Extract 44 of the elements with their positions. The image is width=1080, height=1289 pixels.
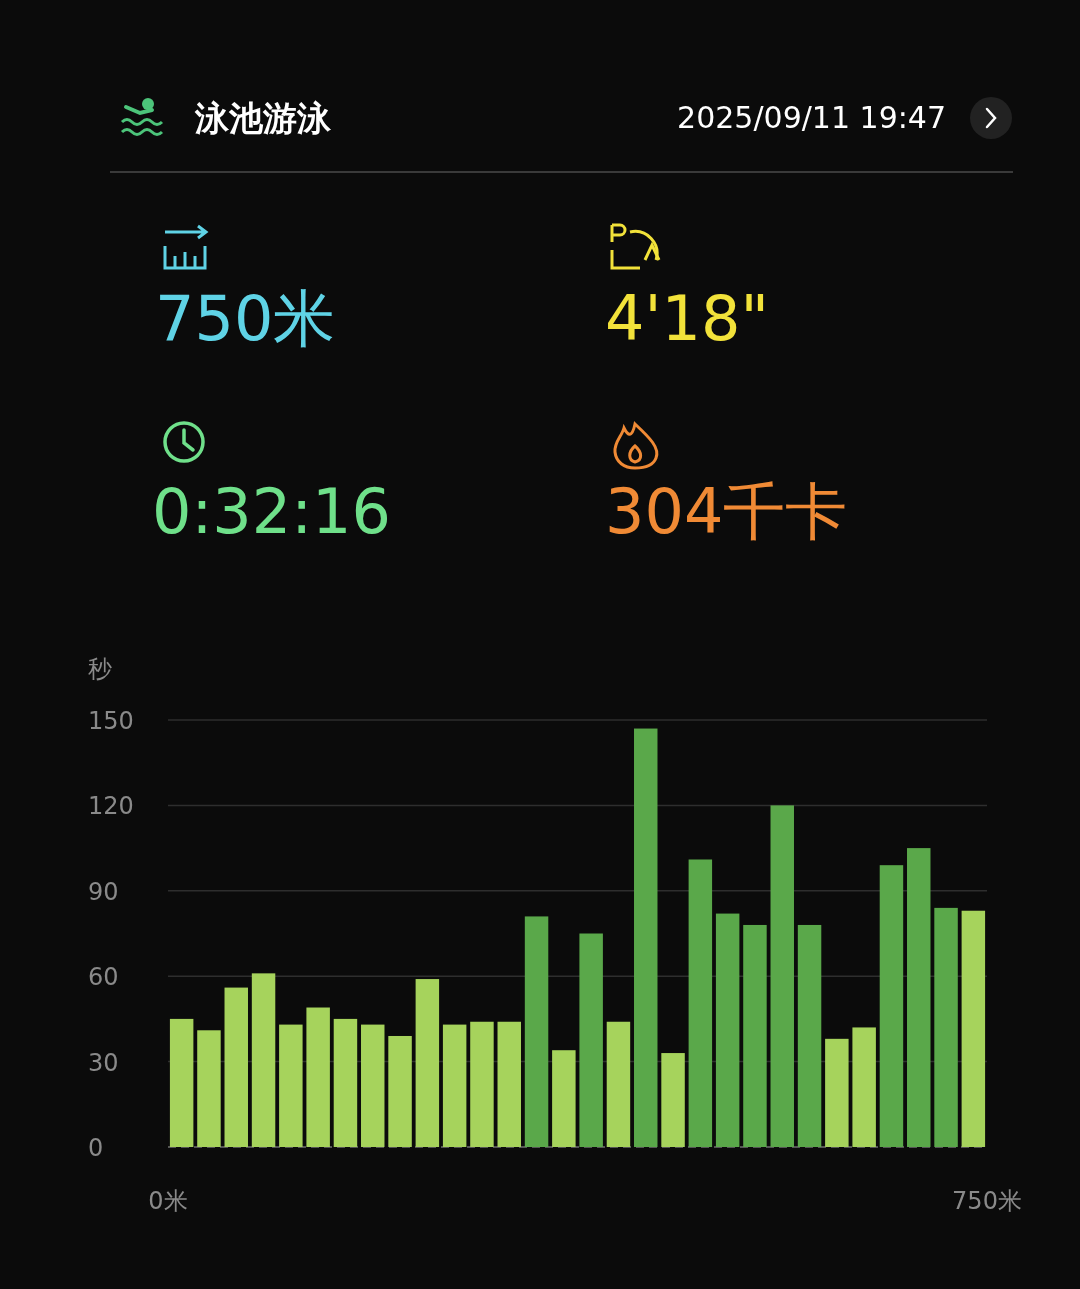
text: 0:32:16: [152, 475, 392, 548]
y-axis-title: 秒: [88, 655, 112, 683]
bar: [934, 907, 958, 1147]
bar: [333, 1018, 358, 1147]
bar: [825, 1038, 849, 1147]
y-tick-label: 0: [88, 1134, 104, 1162]
bar: [797, 924, 822, 1147]
bar: [552, 1050, 576, 1147]
bar: [497, 1021, 521, 1147]
bar: [688, 859, 713, 1147]
bar: [715, 913, 740, 1147]
bar: [197, 1030, 221, 1147]
bar: [524, 916, 549, 1147]
bar: [224, 987, 248, 1147]
bar: [770, 805, 794, 1147]
bar: [907, 848, 931, 1147]
bar: [251, 973, 276, 1147]
y-tick-label: 90: [88, 877, 119, 906]
bar: [169, 1018, 194, 1147]
bar: [961, 910, 986, 1147]
text: 304千卡: [605, 475, 848, 548]
bar: [579, 933, 603, 1147]
text: 750米: [155, 282, 336, 355]
bar: [470, 1021, 494, 1147]
bar: [634, 728, 658, 1147]
bar: [879, 865, 904, 1147]
chart-subtitle: 2025/09/11 19:47: [677, 100, 946, 135]
bar: [388, 1035, 412, 1147]
y-tick-label: 150: [88, 707, 134, 735]
bar: [306, 1007, 330, 1147]
y-tick-label: 120: [88, 792, 134, 821]
bar: [852, 1027, 876, 1147]
bar: [661, 1053, 685, 1147]
bar: [606, 1021, 631, 1147]
bar: [415, 979, 440, 1147]
bar: [442, 1024, 467, 1147]
text: 4'18": [605, 282, 769, 355]
bar: [743, 924, 767, 1147]
bar: [361, 1024, 385, 1147]
y-tick-label: 60: [88, 963, 119, 992]
y-tick-label: 30: [88, 1048, 119, 1077]
bar: [279, 1024, 303, 1147]
chart-title: 泳池游泳: [194, 98, 332, 138]
x-tick-label: 0米: [148, 1187, 188, 1215]
